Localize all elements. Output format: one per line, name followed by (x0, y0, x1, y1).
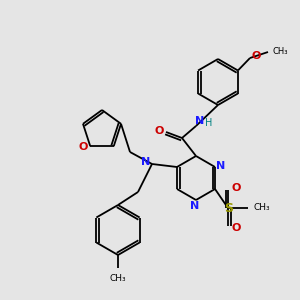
Text: N: N (195, 116, 205, 126)
Text: O: O (251, 51, 261, 61)
Text: CH₃: CH₃ (110, 274, 126, 283)
Text: H: H (205, 118, 213, 128)
Text: N: N (190, 201, 200, 211)
Text: O: O (79, 142, 88, 152)
Text: CH₃: CH₃ (254, 203, 270, 212)
Text: N: N (216, 161, 226, 171)
Text: O: O (231, 223, 241, 233)
Text: S: S (224, 202, 233, 214)
Text: O: O (231, 183, 241, 193)
Text: CH₃: CH₃ (272, 47, 288, 56)
Text: N: N (141, 157, 151, 167)
Text: O: O (154, 126, 164, 136)
